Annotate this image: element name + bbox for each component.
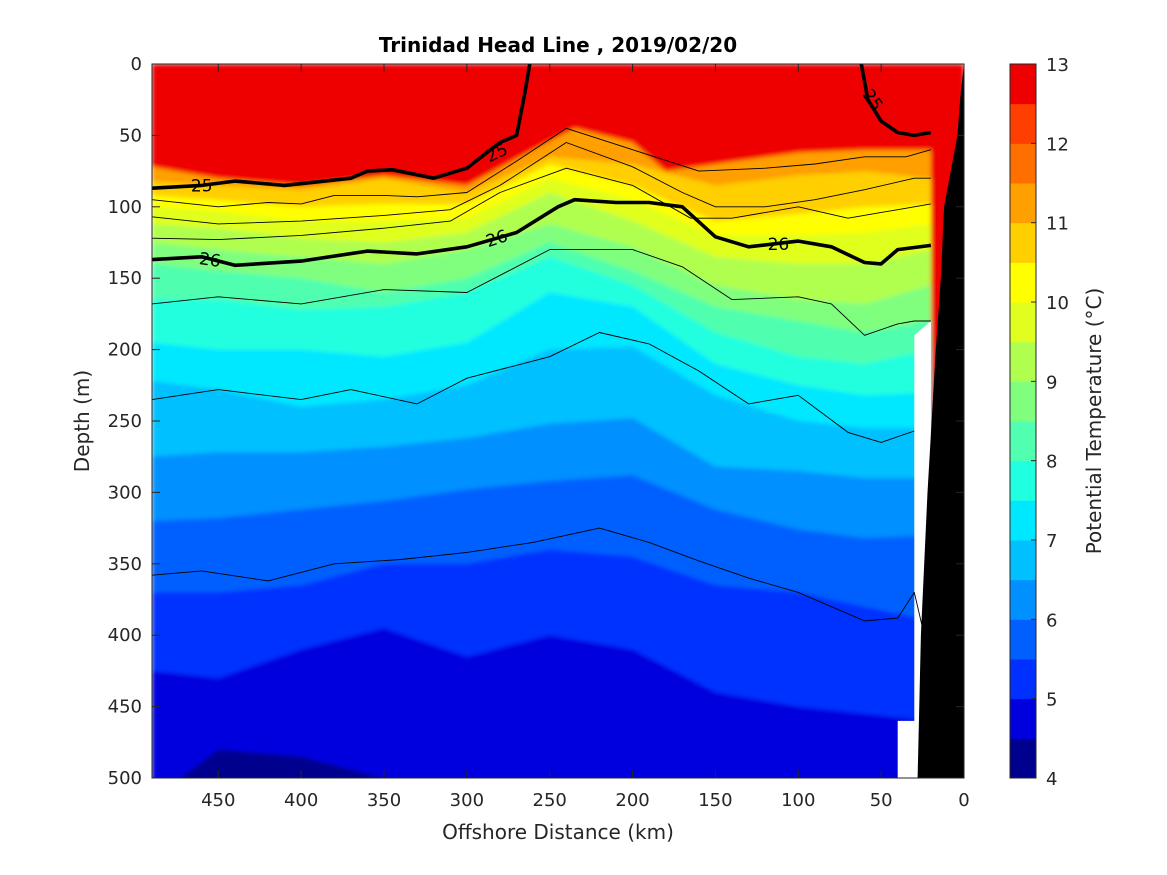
isopycnal-line-26 (152, 197, 932, 268)
colorbar-segment (1010, 262, 1036, 303)
y-tick-label: 450 (108, 697, 142, 718)
colorbar-tick-label: 10 (1046, 293, 1069, 314)
temperature-band-5 (152, 628, 931, 778)
contour-label-25-1: 25 (191, 176, 213, 196)
y-tick-label: 500 (108, 768, 142, 789)
y-tick-label: 350 (108, 554, 142, 575)
colorbar-segment (1010, 222, 1036, 263)
contour-label-text: 26 (198, 249, 222, 272)
contour-label-text: 25 (191, 176, 213, 196)
temperature-fill-layer (152, 64, 964, 778)
colorbar-axis: 13 12 11 10 9 8 7 6 5 4 (1031, 55, 1069, 790)
colorbar-segment (1010, 460, 1036, 501)
x-tick-label: 50 (870, 790, 893, 811)
x-tick-label: 300 (450, 790, 484, 811)
y-tick-label: 250 (108, 411, 142, 432)
y-tick-label: 300 (108, 482, 142, 503)
chart-title: Trinidad Head Line , 2019/02/20 (379, 33, 737, 57)
colorbar-segment (1010, 698, 1036, 739)
seafloor-layer (917, 64, 964, 778)
colorbar-segment (1010, 500, 1036, 541)
colorbar-frame (1009, 63, 1037, 779)
x-axis-label: Offshore Distance (km) (442, 820, 674, 844)
colorbar-segment (1010, 381, 1036, 422)
isopycnal-line-25 (152, 64, 532, 190)
seafloor-shape (917, 64, 964, 778)
x-tick-label: 400 (284, 790, 318, 811)
colorbar-tick-label: 8 (1046, 452, 1057, 473)
colorbar-segment (1010, 619, 1036, 660)
colorbar-tick-label: 12 (1046, 134, 1069, 155)
y-tick-label: 150 (108, 268, 142, 289)
colorbar-segment (1010, 143, 1036, 184)
colorbar (1010, 64, 1036, 779)
colorbar-segment (1010, 579, 1036, 620)
y-axis-label: Depth (m) (70, 370, 94, 472)
colorbar-segment (1010, 738, 1036, 779)
x-axis: 450 400 350 300 250 200 150 100 50 0 (201, 64, 970, 811)
colorbar-segment (1010, 103, 1036, 144)
density-contour-layer (152, 64, 932, 629)
colorbar-segment (1010, 659, 1036, 700)
colorbar-segment (1010, 540, 1036, 581)
isopycnal-line-thin-4 (152, 142, 931, 225)
colorbar-tick-label: 11 (1046, 214, 1069, 235)
x-tick-label: 350 (367, 790, 401, 811)
x-tick-label: 150 (698, 790, 732, 811)
isopycnal-line-25 (859, 64, 932, 138)
colorbar-segment (1010, 302, 1036, 343)
colorbar-tick-label: 6 (1046, 610, 1057, 631)
y-tick-label: 200 (108, 340, 142, 361)
x-tick-label: 250 (533, 790, 567, 811)
isopycnal-line-thin-6 (152, 249, 931, 336)
isopycnal-line-thin-3 (152, 127, 932, 208)
x-tick-label: 0 (958, 790, 969, 811)
y-axis: 0 50 100 150 200 250 300 350 400 450 500 (108, 54, 964, 789)
colorbar-segment (1010, 64, 1036, 105)
x-tick-label: 450 (201, 790, 235, 811)
contour-label-26-4: 26 (198, 249, 222, 272)
colorbar-tick-label: 4 (1046, 769, 1057, 790)
y-tick-label: 0 (131, 54, 142, 75)
colorbar-tick-label: 13 (1046, 55, 1069, 76)
y-tick-label: 50 (119, 125, 142, 146)
y-tick-label: 100 (108, 197, 142, 218)
isopycnal-line-thin-8 (152, 527, 924, 629)
isopycnal-line-thin-5 (152, 167, 931, 241)
colorbar-label: Potential Temperature (°C) (1082, 288, 1106, 555)
contour-label-text: 26 (768, 235, 790, 255)
isopycnal-line-thin-7 (152, 332, 915, 443)
colorbar-segment (1010, 341, 1036, 382)
temperature-band-4-5 (180, 749, 384, 778)
y-tick-label: 400 (108, 625, 142, 646)
colorbar-tick-label: 9 (1046, 372, 1057, 393)
x-tick-label: 200 (615, 790, 649, 811)
colorbar-tick-label: 7 (1046, 531, 1057, 552)
colorbar-tick-label: 5 (1046, 690, 1057, 711)
contour-label-26-5: 26 (768, 235, 790, 255)
colorbar-segment (1010, 183, 1036, 224)
colorbar-segment (1010, 421, 1036, 462)
x-tick-label: 100 (781, 790, 815, 811)
